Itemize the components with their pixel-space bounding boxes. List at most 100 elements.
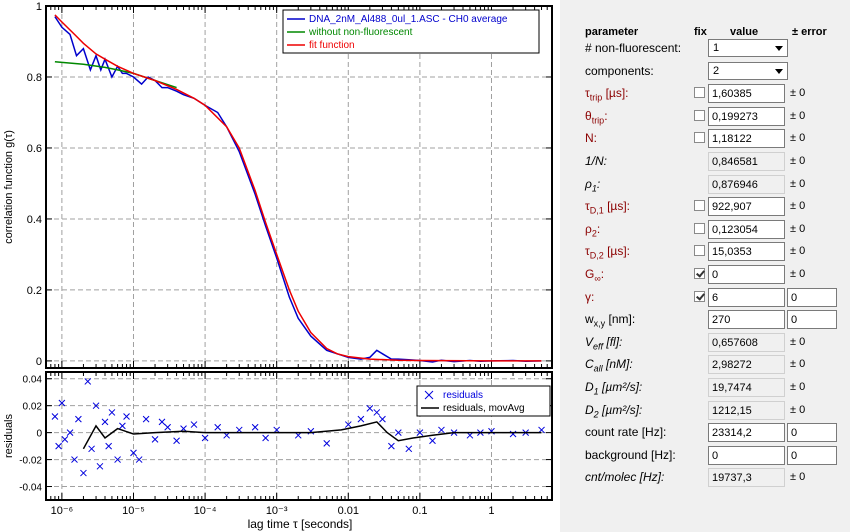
call-nm-error-text: ± 0 — [790, 358, 806, 371]
residual-point — [92, 402, 100, 410]
param-label-trip: θtrip: — [585, 108, 608, 126]
1-n-value-field: 0,846581 — [708, 152, 785, 171]
param-label-d1-m-s: D1 [µm²/s]: — [585, 380, 643, 397]
main-ytick-label: 1 — [36, 1, 42, 13]
trip-s-value-field[interactable]: 1,60385 — [708, 84, 785, 104]
residual-point — [158, 418, 166, 426]
wx-y-nm-value-field[interactable]: 270 — [708, 310, 785, 330]
xtick-label: 0.01 — [338, 505, 359, 517]
d-2-s-fix-checkbox[interactable] — [694, 245, 705, 257]
background-hz-value-field[interactable]: 0 — [708, 445, 785, 465]
residual-point — [114, 456, 121, 463]
count-rate-hz-error-field[interactable]: 0 — [787, 423, 837, 443]
1-value-field: 0,876946 — [708, 174, 785, 194]
non-fluorescent-select[interactable]: 1 — [708, 39, 788, 57]
residual-point — [344, 421, 352, 428]
xtick-label: 10⁻⁶ — [51, 505, 74, 517]
residual-point — [55, 442, 62, 450]
row-11-fix-checkbox[interactable] — [694, 290, 705, 302]
legend-label: without non-fluorescent — [308, 27, 413, 38]
chevron-down-icon — [775, 46, 783, 51]
trip-error-text: ± 0 — [790, 109, 806, 122]
g-value-field[interactable]: 0 — [708, 265, 785, 284]
1-error-text: ± 0 — [790, 177, 806, 190]
d-2-s-error-text: ± 0 — [790, 245, 806, 258]
veff-fl-value-field: 0,657608 — [708, 332, 785, 352]
n-value-field[interactable]: 1,18122 — [708, 129, 785, 149]
residual-point — [307, 427, 315, 435]
param-label-d-2-s: τD,2 [µs]: — [585, 244, 631, 261]
xtick-label: 10⁻³ — [266, 505, 288, 517]
components-selected-value: 2 — [713, 64, 720, 77]
resid-ytick-label: 0.02 — [23, 402, 43, 413]
residual-point — [388, 442, 395, 450]
trip-fix-checkbox[interactable] — [694, 109, 705, 121]
trip-value-field[interactable]: 0,199273 — [708, 106, 785, 126]
main-ytick-label: 0.6 — [27, 143, 42, 155]
2-error-text: ± 0 — [790, 222, 806, 235]
g-fix-checkbox[interactable] — [694, 268, 705, 279]
residual-point — [80, 469, 87, 477]
main-ytick-label: 0.8 — [27, 72, 42, 84]
series-fit-function-line — [54, 14, 542, 362]
param-label-cnt-molec-hz: cnt/molec [Hz]: — [585, 470, 665, 485]
param-label-non-fluorescent: # non-fluorescent: — [585, 41, 682, 55]
param-label-d2-m-s: D2 [µm²/s]: — [585, 402, 643, 419]
background-hz-error-field[interactable]: 0 — [787, 445, 837, 465]
trip-s-fix-checkbox[interactable] — [694, 87, 705, 99]
residual-point — [201, 434, 209, 442]
residual-point — [366, 405, 374, 412]
2-fix-checkbox[interactable] — [694, 222, 705, 234]
residual-point — [173, 437, 180, 445]
residual-point — [66, 429, 74, 436]
param-label-n: N: — [585, 131, 597, 146]
residual-point — [84, 378, 92, 385]
resid-ytick-label: -0.02 — [19, 456, 42, 467]
residual-point — [357, 415, 365, 423]
resid-ytick-label: 0.04 — [23, 375, 43, 386]
plot-area: 0 0.2 0.4 0.6 0.8 1 0.04 0.02 0 -0.02 -0.04 10⁻⁶ 10⁻… — [0, 0, 560, 532]
residual-point — [105, 442, 113, 450]
param-label-call-nm: Call [nM]: — [585, 357, 633, 374]
legend-label: residuals, movAvg — [443, 403, 525, 414]
residual-point — [142, 415, 150, 423]
fit-plots[interactable]: 0 0.2 0.4 0.6 0.8 1 0.04 0.02 0 -0.02 -0.04 10⁻⁶ 10⁻… — [0, 0, 560, 532]
main-legend: DNA_2nM_Al488_0ul_1.ASC - CH0 average wit… — [282, 9, 540, 54]
residual-point — [251, 423, 259, 431]
residual-point — [405, 445, 413, 453]
1-n-error-text: ± 0 — [790, 155, 806, 167]
header-fix: fix — [694, 26, 707, 38]
residual-point — [108, 409, 116, 416]
header-parameter: parameter — [585, 26, 639, 38]
cnt-molec-hz-error-text: ± 0 — [790, 471, 806, 484]
residuals-axis-label: residuals — [3, 413, 15, 458]
xtick-label: 0.1 — [412, 505, 427, 517]
components-select[interactable]: 2 — [708, 61, 788, 80]
row-11-value-field[interactable]: 6 — [708, 287, 785, 307]
2-value-field[interactable]: 0,123054 — [708, 219, 785, 239]
veff-fl-error-text: ± 0 — [790, 335, 806, 348]
resid-ytick-label: 0 — [36, 429, 42, 440]
n-fix-checkbox[interactable] — [694, 132, 705, 144]
param-label-wx-y-nm: wx,y [nm]: — [585, 312, 636, 329]
param-label-d-1-s: τD,1 [µs]: — [585, 199, 631, 216]
residual-point — [101, 418, 109, 426]
header-error: ± error — [792, 26, 827, 38]
d-1-s-value-field[interactable]: 922,907 — [708, 197, 785, 217]
wx-y-nm-error-field[interactable]: 0 — [787, 310, 837, 330]
row-11-error-field[interactable]: 0 — [787, 287, 837, 307]
d-1-s-fix-checkbox[interactable] — [694, 200, 705, 212]
resid-ytick-label: -0.04 — [19, 483, 42, 494]
residual-point — [88, 445, 95, 453]
residual-point — [123, 413, 130, 420]
param-label-components: components: — [585, 63, 654, 78]
residual-point — [214, 423, 222, 431]
param-label-g: G∞: — [585, 267, 605, 284]
param-label-2: ρ2: — [585, 221, 601, 239]
residual-plot-frame — [45, 371, 553, 501]
count-rate-hz-value-field[interactable]: 23314,2 — [708, 423, 785, 443]
d-1-s-error-text: ± 0 — [790, 200, 806, 213]
n-error-text: ± 0 — [790, 132, 806, 145]
chevron-down-icon — [775, 68, 783, 74]
d-2-s-value-field[interactable]: 15,0353 — [708, 242, 785, 262]
